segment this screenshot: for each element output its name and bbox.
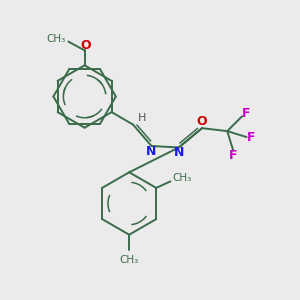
Text: O: O [81,40,92,52]
Text: N: N [146,145,156,158]
Text: F: F [229,149,238,162]
Text: F: F [242,107,251,120]
Text: CH₃: CH₃ [46,34,65,44]
Text: H: H [138,113,146,123]
Text: O: O [197,115,207,128]
Text: CH₃: CH₃ [120,255,139,265]
Text: F: F [247,130,255,144]
Text: CH₃: CH₃ [172,173,191,183]
Text: N: N [174,146,184,159]
